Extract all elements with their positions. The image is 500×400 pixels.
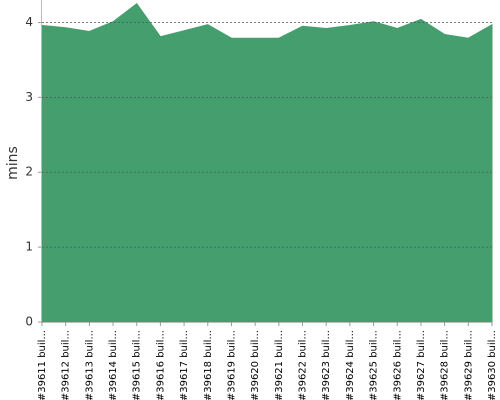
y-axis-label: mins bbox=[5, 146, 21, 180]
x-tick-label: #39618 buil... bbox=[203, 330, 214, 400]
x-tick-label: #39613 buil... bbox=[84, 330, 95, 400]
x-tick-label: #39622 buil... bbox=[298, 330, 309, 400]
y-tick-label: 4 bbox=[25, 15, 33, 29]
x-tick-label: #39626 buil... bbox=[392, 330, 403, 400]
x-tick-label: #39621 buil... bbox=[274, 330, 285, 400]
x-tick-label: #39611 buil... bbox=[37, 330, 48, 400]
x-tick-label: #39627 buil... bbox=[416, 330, 427, 400]
x-tick-label: #39615 buil... bbox=[132, 330, 143, 400]
x-tick-label: #39616 buil... bbox=[155, 330, 166, 400]
x-tick-label: #39628 buil... bbox=[440, 330, 451, 400]
x-tick-label: #39620 buil... bbox=[250, 330, 261, 400]
x-tick-label: #39624 buil... bbox=[345, 330, 356, 400]
x-tick-label: #39619 buil... bbox=[226, 330, 237, 400]
area bbox=[41, 3, 493, 323]
y-tick-label: 0 bbox=[25, 315, 33, 329]
x-tick-label: #39625 buil... bbox=[369, 330, 380, 400]
y-tick-label: 1 bbox=[25, 240, 33, 254]
x-tick-label: #39630 buil... bbox=[487, 330, 498, 400]
x-tick-label: #39623 buil... bbox=[321, 330, 332, 400]
y-tick-label: 3 bbox=[25, 90, 33, 104]
x-tick-label: #39629 buil... bbox=[463, 330, 474, 400]
x-tick-label: #39617 buil... bbox=[179, 330, 190, 400]
y-tick-label: 2 bbox=[25, 165, 33, 179]
x-tick-label: #39612 buil... bbox=[61, 330, 72, 400]
x-tick-label: #39614 buil... bbox=[108, 330, 119, 400]
